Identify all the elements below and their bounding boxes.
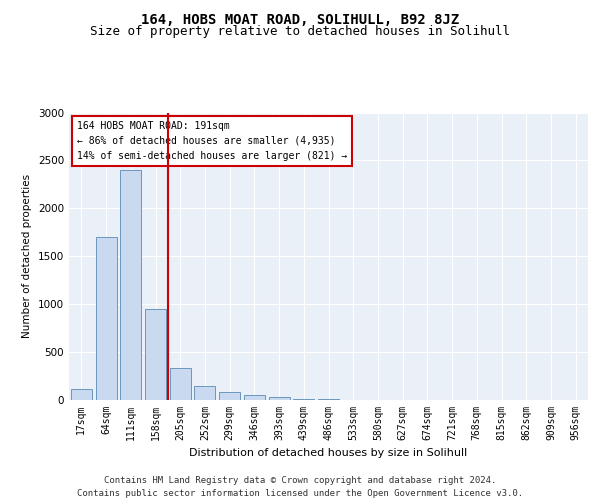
Bar xyxy=(219,392,240,400)
Bar xyxy=(120,170,141,400)
Text: Contains HM Land Registry data © Crown copyright and database right 2024.
Contai: Contains HM Land Registry data © Crown c… xyxy=(77,476,523,498)
Y-axis label: Number of detached properties: Number of detached properties xyxy=(22,174,32,338)
Bar xyxy=(170,368,191,400)
Bar xyxy=(71,388,92,400)
Bar xyxy=(145,309,166,400)
Bar xyxy=(95,237,116,400)
Bar xyxy=(194,386,215,400)
Text: 164, HOBS MOAT ROAD, SOLIHULL, B92 8JZ: 164, HOBS MOAT ROAD, SOLIHULL, B92 8JZ xyxy=(141,12,459,26)
Text: 164 HOBS MOAT ROAD: 191sqm
← 86% of detached houses are smaller (4,935)
14% of s: 164 HOBS MOAT ROAD: 191sqm ← 86% of deta… xyxy=(77,121,347,160)
Bar xyxy=(244,395,265,400)
Text: Size of property relative to detached houses in Solihull: Size of property relative to detached ho… xyxy=(90,25,510,38)
Bar xyxy=(269,397,290,400)
Bar xyxy=(318,399,339,400)
X-axis label: Distribution of detached houses by size in Solihull: Distribution of detached houses by size … xyxy=(190,448,467,458)
Bar xyxy=(293,398,314,400)
